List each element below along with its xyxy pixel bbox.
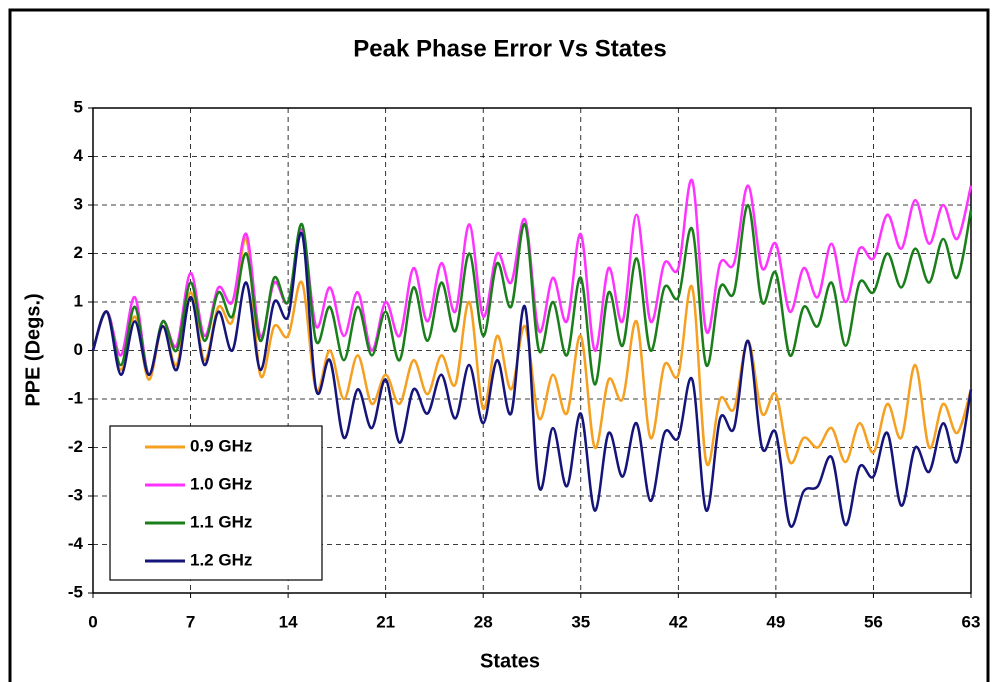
- x-tick-label: 14: [279, 612, 298, 631]
- y-axis-label: PPE (Degs.): [22, 293, 44, 406]
- y-tick-label: 5: [74, 97, 83, 116]
- y-tick-label: -1: [68, 388, 83, 407]
- x-tick-label: 49: [766, 612, 785, 631]
- x-tick-label: 7: [186, 612, 195, 631]
- data-line: [91, 203, 973, 386]
- x-tick-label: 35: [571, 612, 590, 631]
- legend-box: [109, 425, 323, 581]
- legend-label: 1.0 GHz: [190, 474, 252, 493]
- y-tick-label: -2: [68, 437, 83, 456]
- x-tick-label: 63: [962, 612, 981, 631]
- x-tick-label: 42: [669, 612, 688, 631]
- y-tick-label: 3: [74, 194, 83, 213]
- x-tick-label: 56: [864, 612, 883, 631]
- y-tick-label: -5: [68, 582, 83, 601]
- y-tick-label: 0: [74, 340, 83, 359]
- legend-label: 0.9 GHz: [190, 436, 252, 455]
- y-tick-label: 4: [74, 146, 84, 165]
- y-tick-label: -4: [68, 534, 84, 553]
- chart-title: Peak Phase Error Vs States: [353, 35, 667, 62]
- data-line: [91, 237, 973, 467]
- x-tick-label: 21: [376, 612, 395, 631]
- x-tick-label: 0: [88, 612, 97, 631]
- legend-label: 1.2 GHz: [190, 550, 252, 569]
- data-line: [91, 178, 973, 377]
- y-tick-label: 2: [74, 243, 83, 262]
- y-tick-label: 1: [74, 291, 83, 310]
- data-line: [91, 231, 973, 528]
- x-tick-label: 28: [474, 612, 493, 631]
- y-tick-label: -3: [68, 485, 83, 504]
- x-axis-label: States: [480, 650, 540, 672]
- legend-label: 1.1 GHz: [190, 512, 252, 531]
